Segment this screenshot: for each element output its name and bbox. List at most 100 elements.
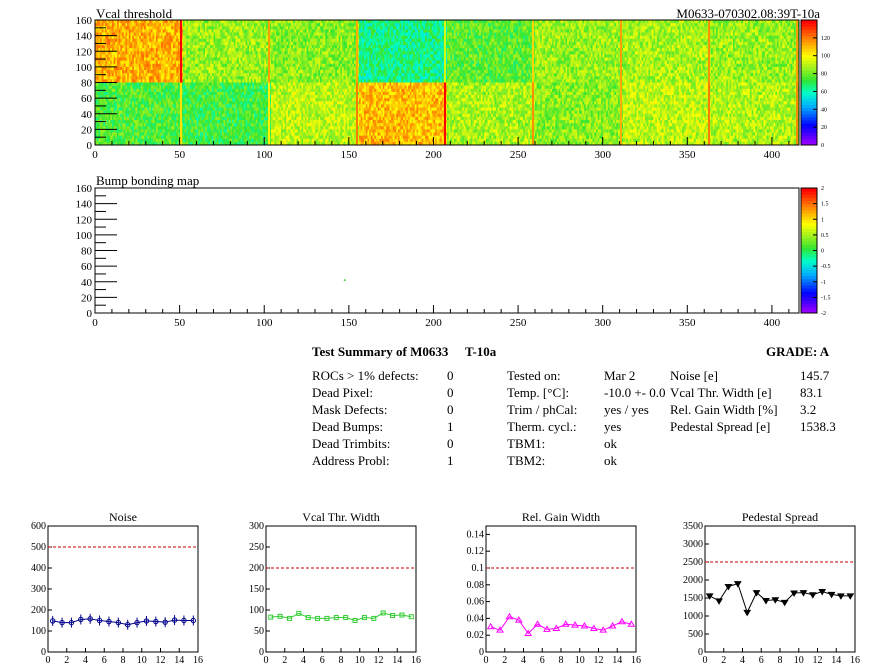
vcal-pixel-cell: [123, 73, 126, 77]
vcal-pixel-cell: [98, 66, 101, 71]
vcal-pixel-cell: [215, 26, 218, 30]
vcal-pixel-cell: [117, 73, 120, 77]
vcal-pixel-cell: [149, 76, 152, 80]
vcal-pixel-cell: [194, 51, 197, 55]
vcal-pixel-cell: [145, 73, 148, 77]
vcal-pixel-cell: [230, 79, 233, 83]
vcal-pixel-cell: [193, 60, 196, 65]
vcal-pixel-cell: [271, 29, 274, 33]
vcal-pixel-cell: [228, 60, 231, 65]
vcal-pixel-cell: [171, 45, 174, 49]
vcal-pixel-cell: [223, 66, 226, 71]
vcal-pixel-cell: [176, 38, 179, 43]
vcal-pixel-cell: [188, 26, 191, 30]
vcal-pixel-cell: [161, 54, 164, 58]
vcal-pixel-cell: [218, 48, 221, 52]
vcal-pixel-cell: [262, 41, 265, 46]
vcal-pixel-cell: [110, 76, 113, 80]
vcal-pixel-cell: [237, 66, 240, 71]
vcal-pixel-cell: [95, 66, 98, 71]
vcal-pixel-cell: [155, 26, 159, 30]
vcal-pixel-cell: [286, 26, 289, 30]
vcal-pixel-cell: [184, 45, 187, 49]
vcal-pixel-cell: [205, 48, 208, 52]
vcal-pixel-cell: [198, 66, 201, 71]
vcal-pixel-cell: [191, 45, 194, 49]
vcal-pixel-cell: [213, 63, 216, 68]
vcal-pixel-cell: [247, 60, 250, 65]
vcal-pixel-cell: [174, 70, 177, 74]
vcal-pixel-cell: [237, 32, 240, 37]
vcal-pixel-cell: [238, 20, 241, 24]
vcal-pixel-cell: [247, 35, 250, 40]
vcal-pixel-cell: [272, 60, 275, 65]
vcal-pixel-cell: [149, 54, 152, 58]
vcal-pixel-cell: [186, 23, 189, 27]
vcal-pixel-cell: [142, 51, 145, 55]
vcal-pixel-cell: [150, 76, 153, 80]
vcal-pixel-cell: [282, 70, 285, 74]
vcal-pixel-cell: [127, 48, 130, 52]
vcal-pixel-cell: [262, 66, 265, 71]
vcal-pixel-cell: [249, 41, 252, 46]
vcal-pixel-cell: [169, 23, 172, 27]
vcal-pixel-cell: [259, 35, 262, 40]
vcal-pixel-cell: [271, 57, 274, 62]
vcal-pixel-cell: [122, 20, 125, 24]
vcal-pixel-cell: [111, 48, 115, 52]
vcal-pixel-cell: [188, 70, 191, 74]
vcal-pixel-cell: [206, 73, 209, 77]
vcal-pixel-cell: [218, 54, 221, 58]
vcal-pixel-cell: [269, 26, 272, 30]
vcal-pixel-cell: [257, 70, 260, 74]
vcal-pixel-cell: [233, 26, 236, 30]
vcal-pixel-cell: [117, 20, 120, 24]
vcal-pixel-cell: [174, 57, 177, 62]
vcal-pixel-cell: [252, 54, 255, 58]
vcal-pixel-cell: [249, 45, 252, 49]
vcal-pixel-cell: [127, 51, 130, 55]
vcal-pixel-cell: [142, 23, 145, 27]
vcal-pixel-cell: [257, 57, 260, 62]
vcal-pixel-cell: [260, 32, 263, 37]
vcal-pixel-cell: [233, 73, 236, 77]
vcal-pixel-cell: [194, 60, 197, 65]
vcal-pixel-cell: [243, 73, 247, 77]
vcal-pixel-cell: [108, 66, 111, 71]
vcal-pixel-cell: [144, 41, 147, 46]
vcal-pixel-cell: [145, 63, 148, 68]
vcal-pixel-cell: [118, 23, 121, 27]
vcal-pixel-cell: [108, 29, 111, 33]
vcal-pixel-cell: [127, 60, 130, 65]
vcal-pixel-cell: [132, 63, 135, 68]
vcal-pixel-cell: [167, 29, 170, 33]
vcal-pixel-cell: [113, 73, 116, 77]
vcal-pixel-cell: [95, 48, 98, 52]
vcal-pixel-cell: [271, 66, 274, 71]
vcal-pixel-cell: [210, 51, 213, 55]
vcal-pixel-cell: [98, 76, 101, 80]
vcal-pixel-cell: [123, 48, 126, 52]
vcal-pixel-cell: [150, 48, 153, 52]
vcal-pixel-cell: [152, 35, 155, 40]
vcal-pixel-cell: [117, 54, 120, 58]
vcal-pixel-cell: [144, 54, 147, 58]
vcal-pixel-cell: [194, 45, 197, 49]
vcal-pixel-cell: [162, 29, 165, 33]
vcal-pixel-cell: [108, 79, 111, 83]
vcal-pixel-cell: [176, 73, 179, 77]
vcal-pixel-cell: [286, 76, 289, 80]
vcal-pixel-cell: [228, 54, 231, 58]
vcal-pixel-cell: [242, 73, 245, 77]
vcal-pixel-cell: [96, 70, 99, 74]
vcal-pixel-cell: [213, 20, 216, 24]
vcal-pixel-cell: [176, 26, 179, 30]
vcal-pixel-cell: [159, 45, 162, 49]
vcal-pixel-cell: [110, 23, 113, 27]
vcal-pixel-cell: [132, 76, 135, 80]
vcal-pixel-cell: [232, 73, 235, 77]
vcal-pixel-cell: [167, 35, 170, 40]
vcal-pixel-cell: [225, 73, 228, 77]
vcal-pixel-cell: [233, 41, 236, 46]
vcal-pixel-cell: [206, 35, 209, 40]
